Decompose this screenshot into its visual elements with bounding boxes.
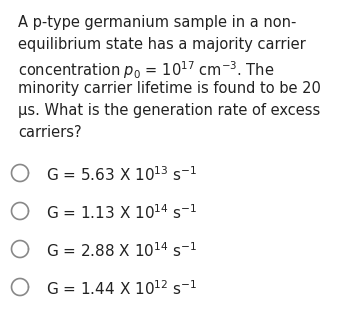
Text: G = 2.88 X 10$^{14}$ s$^{-1}$: G = 2.88 X 10$^{14}$ s$^{-1}$ bbox=[46, 241, 197, 260]
Text: concentration $p_0$ = 10$^{17}$ cm$^{-3}$. The: concentration $p_0$ = 10$^{17}$ cm$^{-3}… bbox=[18, 59, 274, 81]
Text: A p-type germanium sample in a non-: A p-type germanium sample in a non- bbox=[18, 15, 296, 30]
Text: carriers?: carriers? bbox=[18, 125, 82, 140]
Text: μs. What is the generation rate of excess: μs. What is the generation rate of exces… bbox=[18, 103, 320, 118]
Text: G = 1.13 X 10$^{14}$ s$^{-1}$: G = 1.13 X 10$^{14}$ s$^{-1}$ bbox=[46, 203, 198, 222]
Text: minority carrier lifetime is found to be 20: minority carrier lifetime is found to be… bbox=[18, 81, 321, 96]
Text: G = 5.63 X 10$^{13}$ s$^{-1}$: G = 5.63 X 10$^{13}$ s$^{-1}$ bbox=[46, 165, 198, 184]
Text: G = 1.44 X 10$^{12}$ s$^{-1}$: G = 1.44 X 10$^{12}$ s$^{-1}$ bbox=[46, 279, 198, 298]
Text: equilibrium state has a majority carrier: equilibrium state has a majority carrier bbox=[18, 37, 306, 52]
